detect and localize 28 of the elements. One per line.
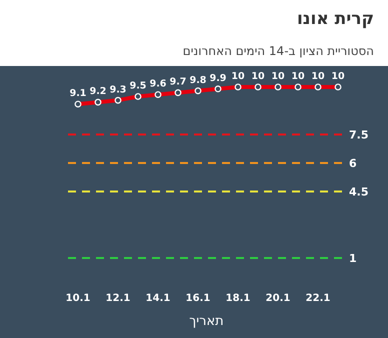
data-label: 10 <box>231 71 245 82</box>
data-label: 9.1 <box>70 88 86 100</box>
data-label: 10 <box>291 71 305 82</box>
ref-line-label: 1 <box>349 252 357 265</box>
data-label: 10 <box>251 71 265 82</box>
data-label: 9.5 <box>130 80 146 92</box>
chart-title: קרית אונו <box>296 9 374 29</box>
data-label: 9.6 <box>150 78 167 90</box>
ref-line-label: 7.5 <box>349 128 368 142</box>
data-label: 9.7 <box>170 76 186 88</box>
data-label: 10 <box>311 71 325 82</box>
chart-subtitle: הסטוריית הציון ב-14 הימים האחרונים <box>182 44 374 58</box>
data-label: 9.3 <box>110 84 126 96</box>
x-tick-label: 16.1 <box>186 293 210 304</box>
x-axis-title: תאריך <box>188 314 225 329</box>
x-tick-label: 20.1 <box>266 293 290 304</box>
data-label: 10 <box>331 71 345 82</box>
data-label: 10 <box>271 71 285 82</box>
data-label: 9.2 <box>90 86 106 98</box>
x-tick-label: 22.1 <box>306 293 330 304</box>
x-tick-label: 18.1 <box>226 293 250 304</box>
x-tick-label: 10.1 <box>66 293 90 304</box>
x-tick-label: 14.1 <box>146 293 170 304</box>
ref-line-label: 4.5 <box>349 186 368 198</box>
x-tick-label: 12.1 <box>106 293 130 304</box>
ref-line-label: 6 <box>349 157 357 170</box>
data-label: 9.9 <box>210 72 226 84</box>
data-label: 9.8 <box>190 74 207 86</box>
